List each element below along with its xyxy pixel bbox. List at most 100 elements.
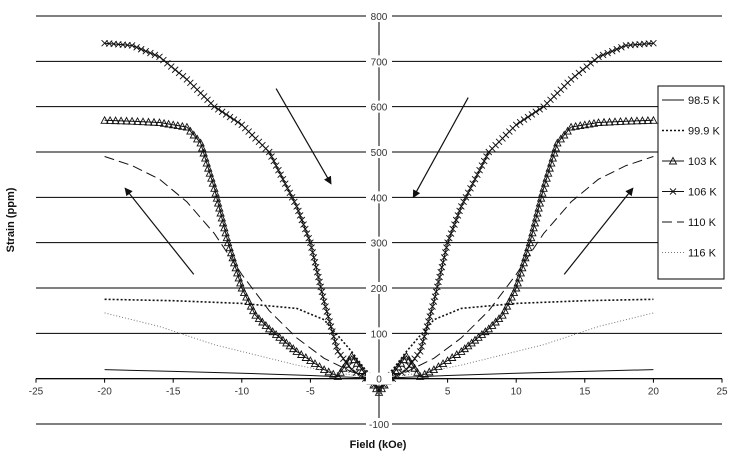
series-2-point-31-1 — [571, 121, 580, 130]
series-3-point-2-2 — [164, 59, 171, 67]
series-3-point-6-3 — [272, 162, 280, 169]
y-tick-label-2: 100 — [371, 329, 388, 340]
series-3-point-17-7 — [438, 263, 446, 271]
series-3-point-8-11 — [319, 293, 327, 301]
series-3-point-24-4 — [613, 45, 621, 53]
series-2-point-27-3 — [516, 268, 526, 277]
series-3-point-14-2 — [398, 369, 406, 376]
series-3-point-17-3 — [433, 283, 441, 291]
series-2-point-3-3 — [192, 134, 202, 143]
series-3-point-15-2 — [408, 359, 416, 366]
series-2-point-29-5 — [547, 158, 556, 167]
series-3-point-6-4 — [275, 166, 282, 174]
series-3-point-15-1 — [405, 362, 413, 370]
series-2-point-14-0 — [333, 371, 343, 380]
legend-item-2: 103 K — [662, 156, 717, 168]
series-3-point-24-0 — [595, 53, 602, 61]
series-2-point-end — [649, 115, 658, 124]
series-3-point-end — [650, 39, 657, 47]
series-3-point-9-8 — [331, 338, 339, 345]
series-2-point-0-4 — [122, 116, 131, 125]
series-3-point-18-6 — [454, 212, 462, 219]
series-2-point-3-1 — [186, 126, 195, 135]
series-2-point-9-3 — [275, 332, 284, 341]
series-3-point-23-4 — [583, 63, 591, 70]
series-3-point-10-3 — [342, 359, 350, 366]
series-2-point-11-2 — [301, 353, 311, 361]
series-2-point-2-5 — [178, 121, 187, 130]
series-3-point-2-1 — [160, 56, 167, 64]
series-2-point-3-0 — [182, 122, 192, 131]
series-2-point-4-8 — [208, 178, 218, 187]
series-2-point-27-0 — [511, 283, 521, 292]
series-2-point-27-8 — [524, 243, 533, 252]
series-3-point-16-7 — [426, 313, 434, 320]
series-3-point-10-2 — [340, 355, 347, 363]
y-axis-title: Strain (ppm) — [5, 187, 17, 252]
series-2-point-14-2 — [339, 363, 348, 372]
series-3-point-18-0 — [444, 239, 451, 246]
series-3-point-1-5 — [151, 51, 159, 59]
series-3-point-10-4 — [345, 362, 353, 370]
series-2-point-28-9 — [536, 193, 546, 202]
series-2-point-31-4 — [585, 119, 594, 128]
series-2-point-28-3 — [529, 223, 538, 232]
series-2-point-32-3 — [610, 117, 620, 126]
y-tick-label-6: 500 — [371, 148, 388, 159]
series-2-point-6-8 — [236, 278, 245, 287]
series-3-point-9-0 — [320, 298, 328, 305]
series-2-point-15-0 — [347, 351, 356, 360]
series-3-point-7-7 — [305, 234, 313, 242]
series-2-point-7-0 — [237, 283, 247, 292]
series-3-point-2-0 — [156, 53, 163, 61]
series-2-point-30-3 — [563, 126, 572, 135]
series-2-point-32-1 — [599, 117, 609, 126]
tick-labels: -25 -20 -15 -10 -5 0 5 10 15 20 25 -100 0 100 200 300 40… — [29, 10, 728, 431]
axes — [35, 15, 723, 425]
series-3-point-4-0 — [211, 103, 218, 110]
series-3-point-19-2 — [462, 194, 470, 201]
series-2-point-28-7 — [534, 203, 543, 212]
x-tick-label-7: 10 — [511, 387, 523, 398]
series-2-point-30-0 — [553, 138, 562, 147]
series-2-point-29-0 — [539, 183, 548, 192]
series-3-point-16-6 — [425, 318, 432, 325]
series-3-point-17-4 — [435, 278, 442, 286]
series-3-point-18-4 — [451, 221, 458, 228]
series-3-point-16-3 — [420, 333, 428, 340]
series-3-point-16-2 — [419, 338, 427, 345]
legend-label-0: 98.5 K — [688, 95, 720, 107]
series-2-point-26-3 — [505, 297, 514, 306]
series-2-point-29-7 — [550, 148, 559, 157]
series-3-point-21-0 — [512, 121, 520, 129]
legend-item-3: 106 K — [662, 187, 717, 199]
series-3-point-13-0 — [375, 384, 383, 392]
series-3-point-17-0 — [430, 298, 438, 305]
x-tick-label-5: 0 — [376, 387, 382, 398]
series-3-point-17-11 — [443, 244, 450, 251]
series-2-point-7-5 — [248, 306, 258, 315]
series-2-point-32-2 — [605, 117, 614, 126]
series-2-point-10-2 — [285, 341, 295, 350]
series-2-point-19-4 — [413, 367, 422, 376]
series-2-point-2-0 — [155, 118, 164, 126]
series-3-point-18-7 — [456, 207, 463, 215]
x-tick-label-1: -20 — [97, 387, 112, 398]
series-2-point-6-0 — [223, 238, 233, 247]
series-2-point-2-2 — [164, 119, 173, 128]
series-3-point-18-5 — [452, 216, 460, 224]
series-3-point-4-3 — [222, 111, 230, 118]
series-3-point-6-7 — [281, 180, 289, 188]
series-2-point-28-8 — [535, 198, 545, 207]
series-3-point-16-5 — [423, 323, 431, 330]
series-3-point-15-4 — [414, 351, 421, 359]
annotation-arrow-2 — [412, 97, 469, 199]
series-2-point-2-3 — [168, 120, 178, 129]
series-2-point-8-3 — [261, 320, 271, 329]
series-3-point-9-3 — [324, 313, 332, 320]
series-2-point-29-3 — [543, 168, 553, 177]
x-tick-label-10: 25 — [716, 387, 728, 398]
series-3-point-9-6 — [329, 328, 336, 335]
series-3-point-6-9 — [286, 189, 294, 197]
series-2-point-31-3 — [580, 120, 590, 129]
